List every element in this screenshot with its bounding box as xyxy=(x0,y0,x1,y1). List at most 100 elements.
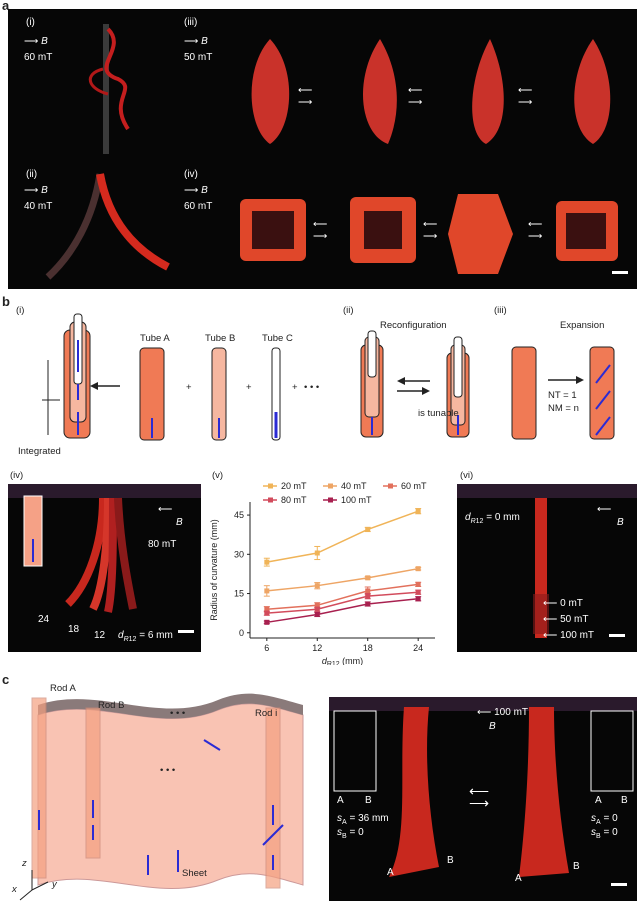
series-line-20-mT xyxy=(266,510,419,563)
field-symbol: B xyxy=(41,36,48,47)
data-point xyxy=(365,526,371,532)
tube-ii-photo-right xyxy=(96,173,170,271)
sub-label-a-iii: (iii) xyxy=(184,17,198,28)
reconfiguration-diagram xyxy=(360,330,470,438)
tube-a-label: Tube A xyxy=(140,333,170,344)
field-symbol: B xyxy=(41,185,48,196)
data-point xyxy=(314,611,320,617)
sub-label-b-iii: (iii) xyxy=(494,305,507,316)
scale-bar xyxy=(611,883,627,886)
x-tick-label: 18 xyxy=(363,643,373,653)
tube-ii-photo-left xyxy=(45,173,104,280)
transition-arrows: ⟵ ⟶ xyxy=(528,219,543,242)
ellipsis: • • • xyxy=(160,765,176,776)
plus-sign: + xyxy=(292,382,298,393)
end-a-left-photo: A xyxy=(387,867,394,878)
curvature-chart: 0 15 30 45 6 12 18 24 Radius of curvature (mm) dR… xyxy=(209,481,435,665)
expansion-diagram xyxy=(511,346,615,440)
y-tick-label: 15 xyxy=(234,589,244,599)
transition-arrows: ⟵ ⟶ xyxy=(313,219,328,242)
end-a-right-photo: A xyxy=(515,873,522,884)
length-label-12: 12 xyxy=(94,630,106,641)
series-line-100-mT xyxy=(266,598,419,624)
series-line-80-mT xyxy=(266,591,419,614)
vertical-tube-photo xyxy=(457,484,637,638)
sheet-label: Sheet xyxy=(182,868,207,879)
transition-arrows-c: ⟵ ⟶ xyxy=(469,783,490,811)
integrated-tube-diagram xyxy=(42,313,281,441)
length-label-18: 18 xyxy=(68,624,80,635)
data-point xyxy=(264,588,270,594)
magnetization-arrows xyxy=(38,739,284,875)
rod-i-photo xyxy=(103,24,109,154)
field-symbol-b-vi: B xyxy=(617,517,624,528)
panel-letter-a: a xyxy=(2,0,10,13)
field-symbol-b-iv: B xyxy=(176,517,183,528)
sub-label-a-ii: (ii) xyxy=(26,169,38,180)
field-arrow-a-i: ⟶ B xyxy=(24,36,48,47)
rod-sheet-diagram xyxy=(19,693,304,901)
y-tick-label: 30 xyxy=(234,549,244,559)
field-label-50: ⟵ 50 mT xyxy=(543,614,589,625)
field-arrow-a-ii: ⟶ B xyxy=(24,185,48,196)
end-b-right-inset: B xyxy=(621,795,628,806)
field-strength-a-i: 60 mT xyxy=(24,52,53,63)
sub-label-a-iv: (iv) xyxy=(184,169,198,180)
x-tick-label: 12 xyxy=(312,643,322,653)
legend-label: 20 mT xyxy=(281,481,307,491)
sub-label-b-v: (v) xyxy=(212,470,224,481)
end-a-left-inset: A xyxy=(337,795,344,806)
plus-sign: + xyxy=(246,382,252,393)
legend-marker xyxy=(328,483,333,489)
field-strength-a-iii: 50 mT xyxy=(184,52,213,63)
end-b-left-photo: B xyxy=(447,855,454,866)
d-r12-label-vi: dR12 = 0 mm xyxy=(465,512,520,525)
transition-arrows: ⟵ ⟶ xyxy=(408,85,423,108)
ellipsis: • • • xyxy=(170,708,186,719)
data-point xyxy=(264,606,270,612)
y-axis-label: Radius of curvature (mm) xyxy=(209,519,219,621)
transition-arrows: ⟵ ⟶ xyxy=(298,85,313,108)
field-symbol: B xyxy=(201,36,208,47)
panel-b-iv-image: ⟵ B 80 mT 24 18 12 dR12 = 6 mm xyxy=(8,484,201,652)
panel-a-image-area: (i) ⟶ B 60 mT (ii) ⟶ B 40 mT (iii) ⟶ B 5… xyxy=(8,9,637,289)
panel-a-photos xyxy=(45,24,618,280)
scale-bar xyxy=(612,271,628,274)
tunable-note: is tunable xyxy=(418,408,459,419)
field-symbol: B xyxy=(201,185,208,196)
data-point xyxy=(314,602,320,608)
sub-label-b-ii: (ii) xyxy=(343,305,354,316)
sub-label-a-i: (i) xyxy=(26,17,35,28)
rod-b-label: Rod B xyxy=(98,700,125,711)
data-point xyxy=(365,588,371,594)
transition-arrows: ⟵ ⟶ xyxy=(423,219,438,242)
tube-c-label: Tube C xyxy=(262,333,293,344)
s-a-right: sA = 0 xyxy=(591,813,618,826)
data-point xyxy=(415,596,421,602)
bending-tubes-photo xyxy=(8,484,201,613)
data-point xyxy=(365,575,371,581)
legend-label: 100 mT xyxy=(341,495,372,505)
sub-label-b-i: (i) xyxy=(16,305,25,316)
data-point xyxy=(314,583,320,589)
plus-sign: + xyxy=(186,382,192,393)
legend-marker xyxy=(268,497,273,503)
nm-label: NM = n xyxy=(548,403,579,414)
field-strength-a-ii: 40 mT xyxy=(24,201,53,212)
rod-deformation-photo xyxy=(329,697,637,877)
sub-label-b-vi: (vi) xyxy=(460,470,474,481)
reconfiguration-title: Reconfiguration xyxy=(380,320,447,331)
nt-label: NT = 1 xyxy=(548,390,577,401)
petal-shapes-iii xyxy=(251,39,611,144)
integrated-caption: Integrated xyxy=(18,446,61,457)
data-point xyxy=(415,581,421,587)
coil-i-photo xyxy=(104,27,130,131)
panel-c-image: ⟵ 100 mT B A B A B sA = 36 mm sB = 0 sA … xyxy=(329,697,637,901)
field-strength-a-iv: 60 mT xyxy=(184,201,213,212)
data-point xyxy=(415,508,421,514)
legend-marker xyxy=(268,483,273,489)
field-label-100: ⟵ 100 mT xyxy=(543,630,595,641)
panel-b-vi-image: dR12 = 0 mm ⟵ B ⟵ 0 mT ⟵ 50 mT ⟵ 100 mT xyxy=(457,484,637,652)
s-a-left: sA = 36 mm xyxy=(337,813,389,826)
length-label-24: 24 xyxy=(38,614,50,625)
